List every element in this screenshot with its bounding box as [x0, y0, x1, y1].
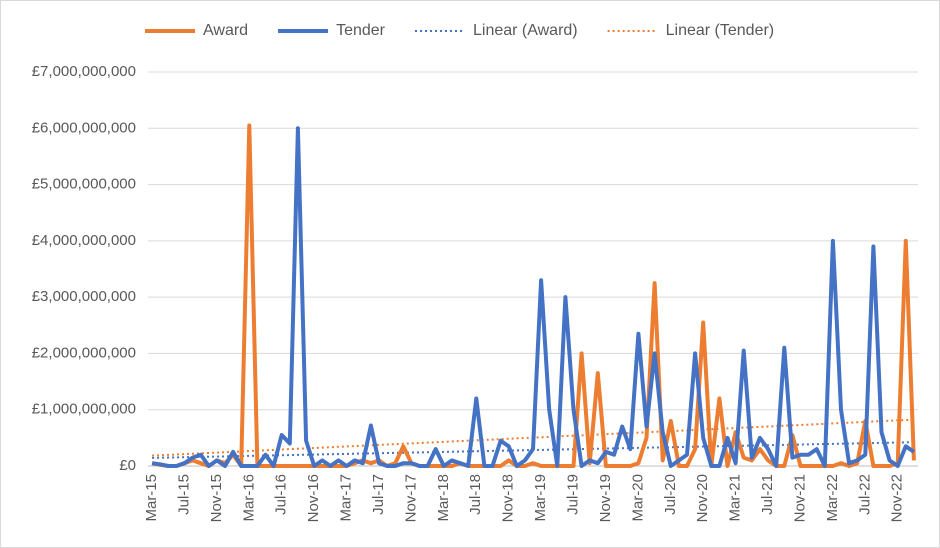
y-tick-label: £6,000,000,000	[32, 119, 136, 136]
x-tick-label: Nov-17	[402, 474, 419, 522]
x-tick-label: Nov-16	[305, 474, 322, 522]
y-tick-label: £2,000,000,000	[32, 344, 136, 361]
y-tick-label: £4,000,000,000	[32, 232, 136, 249]
x-tick-label: Jul-15	[175, 474, 192, 515]
x-tick-label: Mar-18	[435, 474, 452, 522]
y-tick-label: £3,000,000,000	[32, 288, 136, 305]
x-tick-label: Nov-21	[791, 474, 808, 522]
x-tick-label: Nov-22	[889, 474, 906, 522]
line-series	[151, 123, 916, 468]
x-tick-label: Mar-17	[338, 474, 355, 522]
x-tick-label: Jul-16	[273, 474, 290, 515]
x-tick-label: Mar-21	[727, 474, 744, 522]
legend-label: Linear (Tender)	[666, 22, 775, 39]
y-tick-label: £5,000,000,000	[32, 176, 136, 193]
x-tick-label: Mar-15	[143, 474, 160, 522]
x-tick-label: Jul-21	[759, 474, 776, 515]
x-tick-label: Mar-22	[824, 474, 841, 522]
line-series	[151, 126, 916, 468]
x-tick-label: Jul-22	[856, 474, 873, 515]
x-tick-label: Nov-20	[694, 474, 711, 522]
x-tick-label: Jul-18	[467, 474, 484, 515]
x-tick-label: Mar-16	[240, 474, 257, 522]
x-tick-label: Jul-17	[370, 474, 387, 515]
y-tick-label: £7,000,000,000	[32, 63, 136, 80]
x-tick-label: Mar-19	[532, 474, 549, 522]
legend-label: Tender	[336, 22, 386, 39]
y-tick-label: £1,000,000,000	[32, 401, 136, 418]
x-tick-label: Nov-15	[208, 474, 225, 522]
x-tick-label: Jul-20	[662, 474, 679, 515]
x-tick-label: Nov-18	[500, 474, 517, 522]
legend-label: Linear (Award)	[473, 22, 578, 39]
x-tick-label: Nov-19	[597, 474, 614, 522]
y-tick-label: £0	[119, 457, 136, 474]
x-tick-label: Mar-20	[629, 474, 646, 522]
x-tick-label: Jul-19	[564, 474, 581, 515]
legend-label: Award	[203, 22, 248, 39]
